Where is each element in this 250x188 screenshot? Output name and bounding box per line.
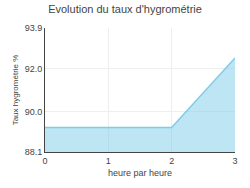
svg-text:90.0: 90.0 <box>25 107 43 117</box>
svg-text:Taux hygrométrie %: Taux hygrométrie % <box>11 55 20 126</box>
svg-text:0: 0 <box>42 156 47 166</box>
svg-text:heure par heure: heure par heure <box>108 168 172 178</box>
svg-text:88.1: 88.1 <box>25 147 43 157</box>
svg-text:Evolution du taux d'hygrométri: Evolution du taux d'hygrométrie <box>48 3 202 15</box>
svg-text:3: 3 <box>232 156 237 166</box>
svg-text:93.9: 93.9 <box>25 23 43 33</box>
svg-text:2: 2 <box>169 156 174 166</box>
svg-text:92.0: 92.0 <box>25 64 43 74</box>
svg-text:1: 1 <box>106 156 111 166</box>
